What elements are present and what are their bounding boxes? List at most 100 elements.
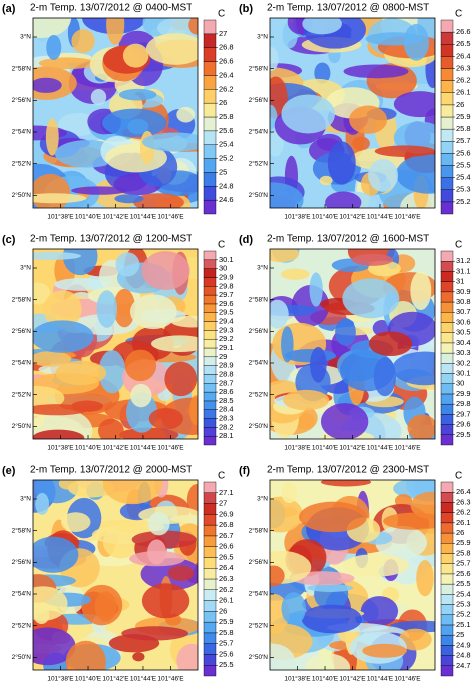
contour-fill — [55, 360, 107, 386]
x-tick-label: 101°40'E — [312, 213, 339, 221]
contour-fill — [124, 349, 157, 382]
colorbar-label: 25.6 — [456, 569, 471, 578]
contour-fill — [281, 326, 294, 363]
contour-fill — [45, 118, 59, 156]
contour-fill — [270, 249, 300, 263]
x-tick-label: 101°40'E — [312, 675, 339, 683]
y-tick-label: 2°56'N — [249, 96, 269, 104]
colorbar-box — [440, 56, 454, 69]
colorbar-label: 31 — [456, 277, 464, 286]
contour-fill — [147, 512, 170, 536]
contour-fill — [307, 583, 354, 592]
y-tick-label: 2°50'N — [12, 191, 32, 199]
contour-fill — [335, 318, 356, 346]
y-tick-label: 2°52'N — [249, 159, 269, 167]
contour-fill — [33, 251, 82, 260]
colorbar-label: 25.4 — [456, 589, 471, 598]
colorbar-label: 30.6 — [456, 317, 471, 326]
colorbar-label: 25.8 — [219, 112, 234, 121]
y-tick-label: 2°52'N — [249, 621, 269, 629]
colorbar-box — [440, 393, 454, 405]
colorbar-box — [440, 271, 454, 282]
x-tick-label: 101°38'E — [284, 444, 311, 452]
colorbar-label: 25.6 — [219, 649, 234, 658]
contour-fill — [114, 194, 144, 204]
colorbar-box — [440, 434, 454, 446]
colorbar-label: 26.6 — [456, 27, 471, 36]
colorbar-box — [203, 600, 217, 612]
colorbar-label: 26.4 — [219, 70, 234, 79]
contour-fill — [373, 357, 396, 397]
x-tick-label: 101°42'E — [102, 444, 129, 452]
colorbar-label: 29.7 — [456, 409, 471, 418]
contour-fill — [320, 403, 369, 439]
y-tick-label: 2°58'N — [249, 64, 269, 72]
contour-fill — [398, 628, 432, 651]
x-tick-label: 101°42'E — [102, 213, 129, 221]
panel-label: (c) — [2, 234, 16, 246]
colorbar-box — [203, 514, 217, 526]
contour-fill — [106, 18, 125, 45]
colorbar-label: 25.8 — [219, 628, 234, 637]
colorbar-box — [440, 281, 454, 293]
colorbar-box — [440, 141, 454, 154]
colorbar-box — [203, 546, 217, 558]
colorbar-label: 25.4 — [219, 140, 234, 149]
colorbar-label: 30 — [456, 379, 464, 388]
colorbar-label: 29.9 — [219, 272, 234, 281]
contour-fill — [365, 32, 424, 46]
colorbar-label: 25.7 — [219, 639, 234, 648]
contour-fill — [33, 282, 51, 305]
contour-fill — [407, 414, 435, 439]
colorbar-label: 30.5 — [456, 328, 471, 337]
colorbar-label: 29.5 — [456, 430, 471, 439]
contour-fill — [121, 626, 188, 641]
contour-fill — [54, 277, 108, 291]
contour-fill — [325, 191, 362, 208]
contour-fill — [67, 480, 115, 498]
contour-fill — [46, 34, 62, 60]
colorbar-label: 30 — [219, 264, 227, 273]
colorbar-box — [203, 312, 217, 322]
colorbar-box — [440, 301, 454, 313]
contour-fill — [310, 346, 327, 383]
contour-field — [33, 249, 198, 439]
colorbar-label: 26.3 — [219, 574, 234, 583]
colorbar-box — [203, 268, 217, 278]
colorbar-label: 26.2 — [456, 76, 471, 85]
colorbar-box — [440, 291, 454, 303]
colorbar-box — [203, 427, 217, 437]
x-tick-label: 101°40'E — [312, 444, 339, 452]
contour-fill — [33, 351, 72, 367]
y-tick-label: 2°54'N — [249, 128, 269, 136]
colorbar-label: 26.5 — [456, 39, 471, 48]
y-tick-label: 2°54'N — [12, 359, 32, 367]
colorbar-label: 26.2 — [456, 508, 471, 517]
contour-fill — [176, 106, 196, 123]
unit-label: C — [455, 471, 462, 482]
colorbar-box — [203, 277, 217, 287]
colorbar-label: 25.7 — [456, 136, 471, 145]
colorbar-label: 25.6 — [219, 126, 234, 135]
contour-fill — [270, 565, 285, 587]
colorbar-box — [203, 568, 217, 580]
colorbar-label: 30.8 — [456, 297, 471, 306]
colorbar-label: 26 — [219, 98, 227, 107]
x-tick-label: 101°42'E — [339, 444, 366, 452]
contour-fill — [35, 492, 50, 515]
y-tick-label: 3°N — [257, 495, 268, 503]
x-tick-label: 101°38'E — [284, 213, 311, 221]
colorbar-box — [203, 116, 217, 132]
contour-fill — [145, 33, 198, 65]
colorbar-label: 25.8 — [456, 548, 471, 557]
y-tick-label: 3°N — [20, 33, 31, 41]
colorbar-box — [440, 153, 454, 166]
panel-label: (a) — [2, 3, 16, 15]
colorbar-box — [203, 338, 217, 349]
colorbar-box — [440, 414, 454, 425]
y-tick-label: 2°52'N — [12, 159, 32, 167]
contour-fill — [302, 18, 342, 35]
panel-title: 2-m Temp. 13/07/2012 @ 2000-MST — [30, 465, 192, 476]
colorbar-box — [440, 104, 454, 118]
colorbar-box — [440, 604, 454, 615]
